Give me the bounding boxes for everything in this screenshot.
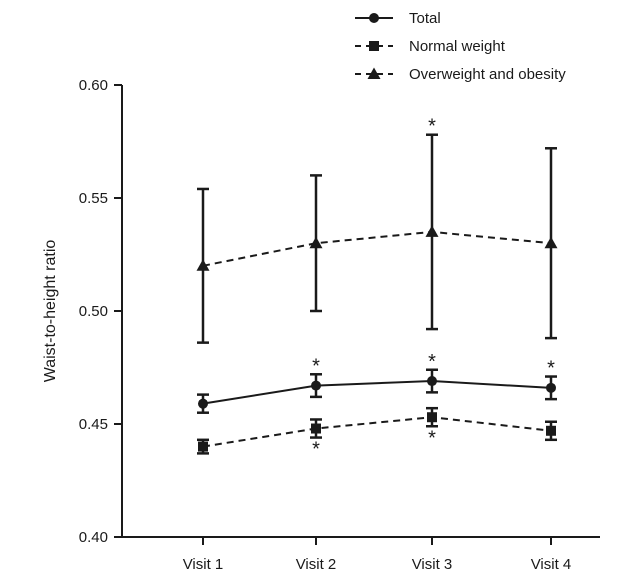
y-axis-title: Waist-to-height ratio bbox=[42, 240, 59, 383]
data-point bbox=[544, 236, 558, 249]
data-point bbox=[427, 412, 437, 423]
data-point bbox=[198, 398, 208, 409]
significance-marker: * bbox=[312, 439, 320, 461]
legend-label: Overweight and obesity bbox=[409, 66, 566, 83]
significance-marker: * bbox=[428, 351, 436, 373]
axes: 0.40 0.45 0.50 0.55 0.60 Visit 1 Visit 2 Visit … bbox=[42, 77, 600, 573]
legend-entry-1: Normal weight bbox=[355, 38, 506, 55]
y-tick-label: 0.40 bbox=[79, 529, 108, 546]
data-point bbox=[427, 376, 437, 387]
data-point bbox=[546, 425, 556, 436]
data-point bbox=[198, 441, 208, 452]
series-layer: * * **** bbox=[196, 116, 558, 461]
y-tick-label: 0.50 bbox=[79, 303, 108, 320]
series-line bbox=[202, 416, 552, 448]
legend: Total Normal weight Overweight and obesity bbox=[355, 10, 566, 83]
series-2: * bbox=[196, 116, 558, 344]
significance-marker: * bbox=[312, 355, 320, 377]
legend-marker bbox=[369, 13, 379, 23]
legend-marker bbox=[367, 67, 381, 79]
significance-marker: * bbox=[428, 116, 436, 138]
y-tick-label: 0.60 bbox=[79, 77, 108, 94]
data-point bbox=[311, 423, 321, 434]
data-point bbox=[311, 380, 321, 391]
data-point bbox=[309, 236, 323, 249]
legend-label: Normal weight bbox=[409, 38, 506, 55]
legend-entry-0: Total bbox=[355, 10, 441, 27]
data-point bbox=[546, 382, 556, 393]
significance-marker: * bbox=[547, 358, 555, 380]
series-line bbox=[202, 230, 552, 267]
x-tick-label: Visit 2 bbox=[296, 556, 337, 573]
x-tick-label: Visit 3 bbox=[412, 556, 453, 573]
y-tick-label: 0.55 bbox=[79, 190, 108, 207]
series-line bbox=[202, 380, 552, 405]
legend-marker bbox=[369, 41, 379, 51]
significance-marker: * bbox=[428, 427, 436, 449]
y-tick-label: 0.45 bbox=[79, 416, 108, 433]
x-tick-label: Visit 1 bbox=[183, 556, 224, 573]
legend-label: Total bbox=[409, 10, 441, 27]
data-point bbox=[425, 225, 439, 237]
data-point bbox=[196, 259, 210, 271]
series-1: ** bbox=[197, 406, 557, 461]
series-0: * * * bbox=[197, 351, 557, 414]
x-tick-label: Visit 4 bbox=[531, 556, 572, 573]
legend-entry-2: Overweight and obesity bbox=[355, 66, 566, 83]
